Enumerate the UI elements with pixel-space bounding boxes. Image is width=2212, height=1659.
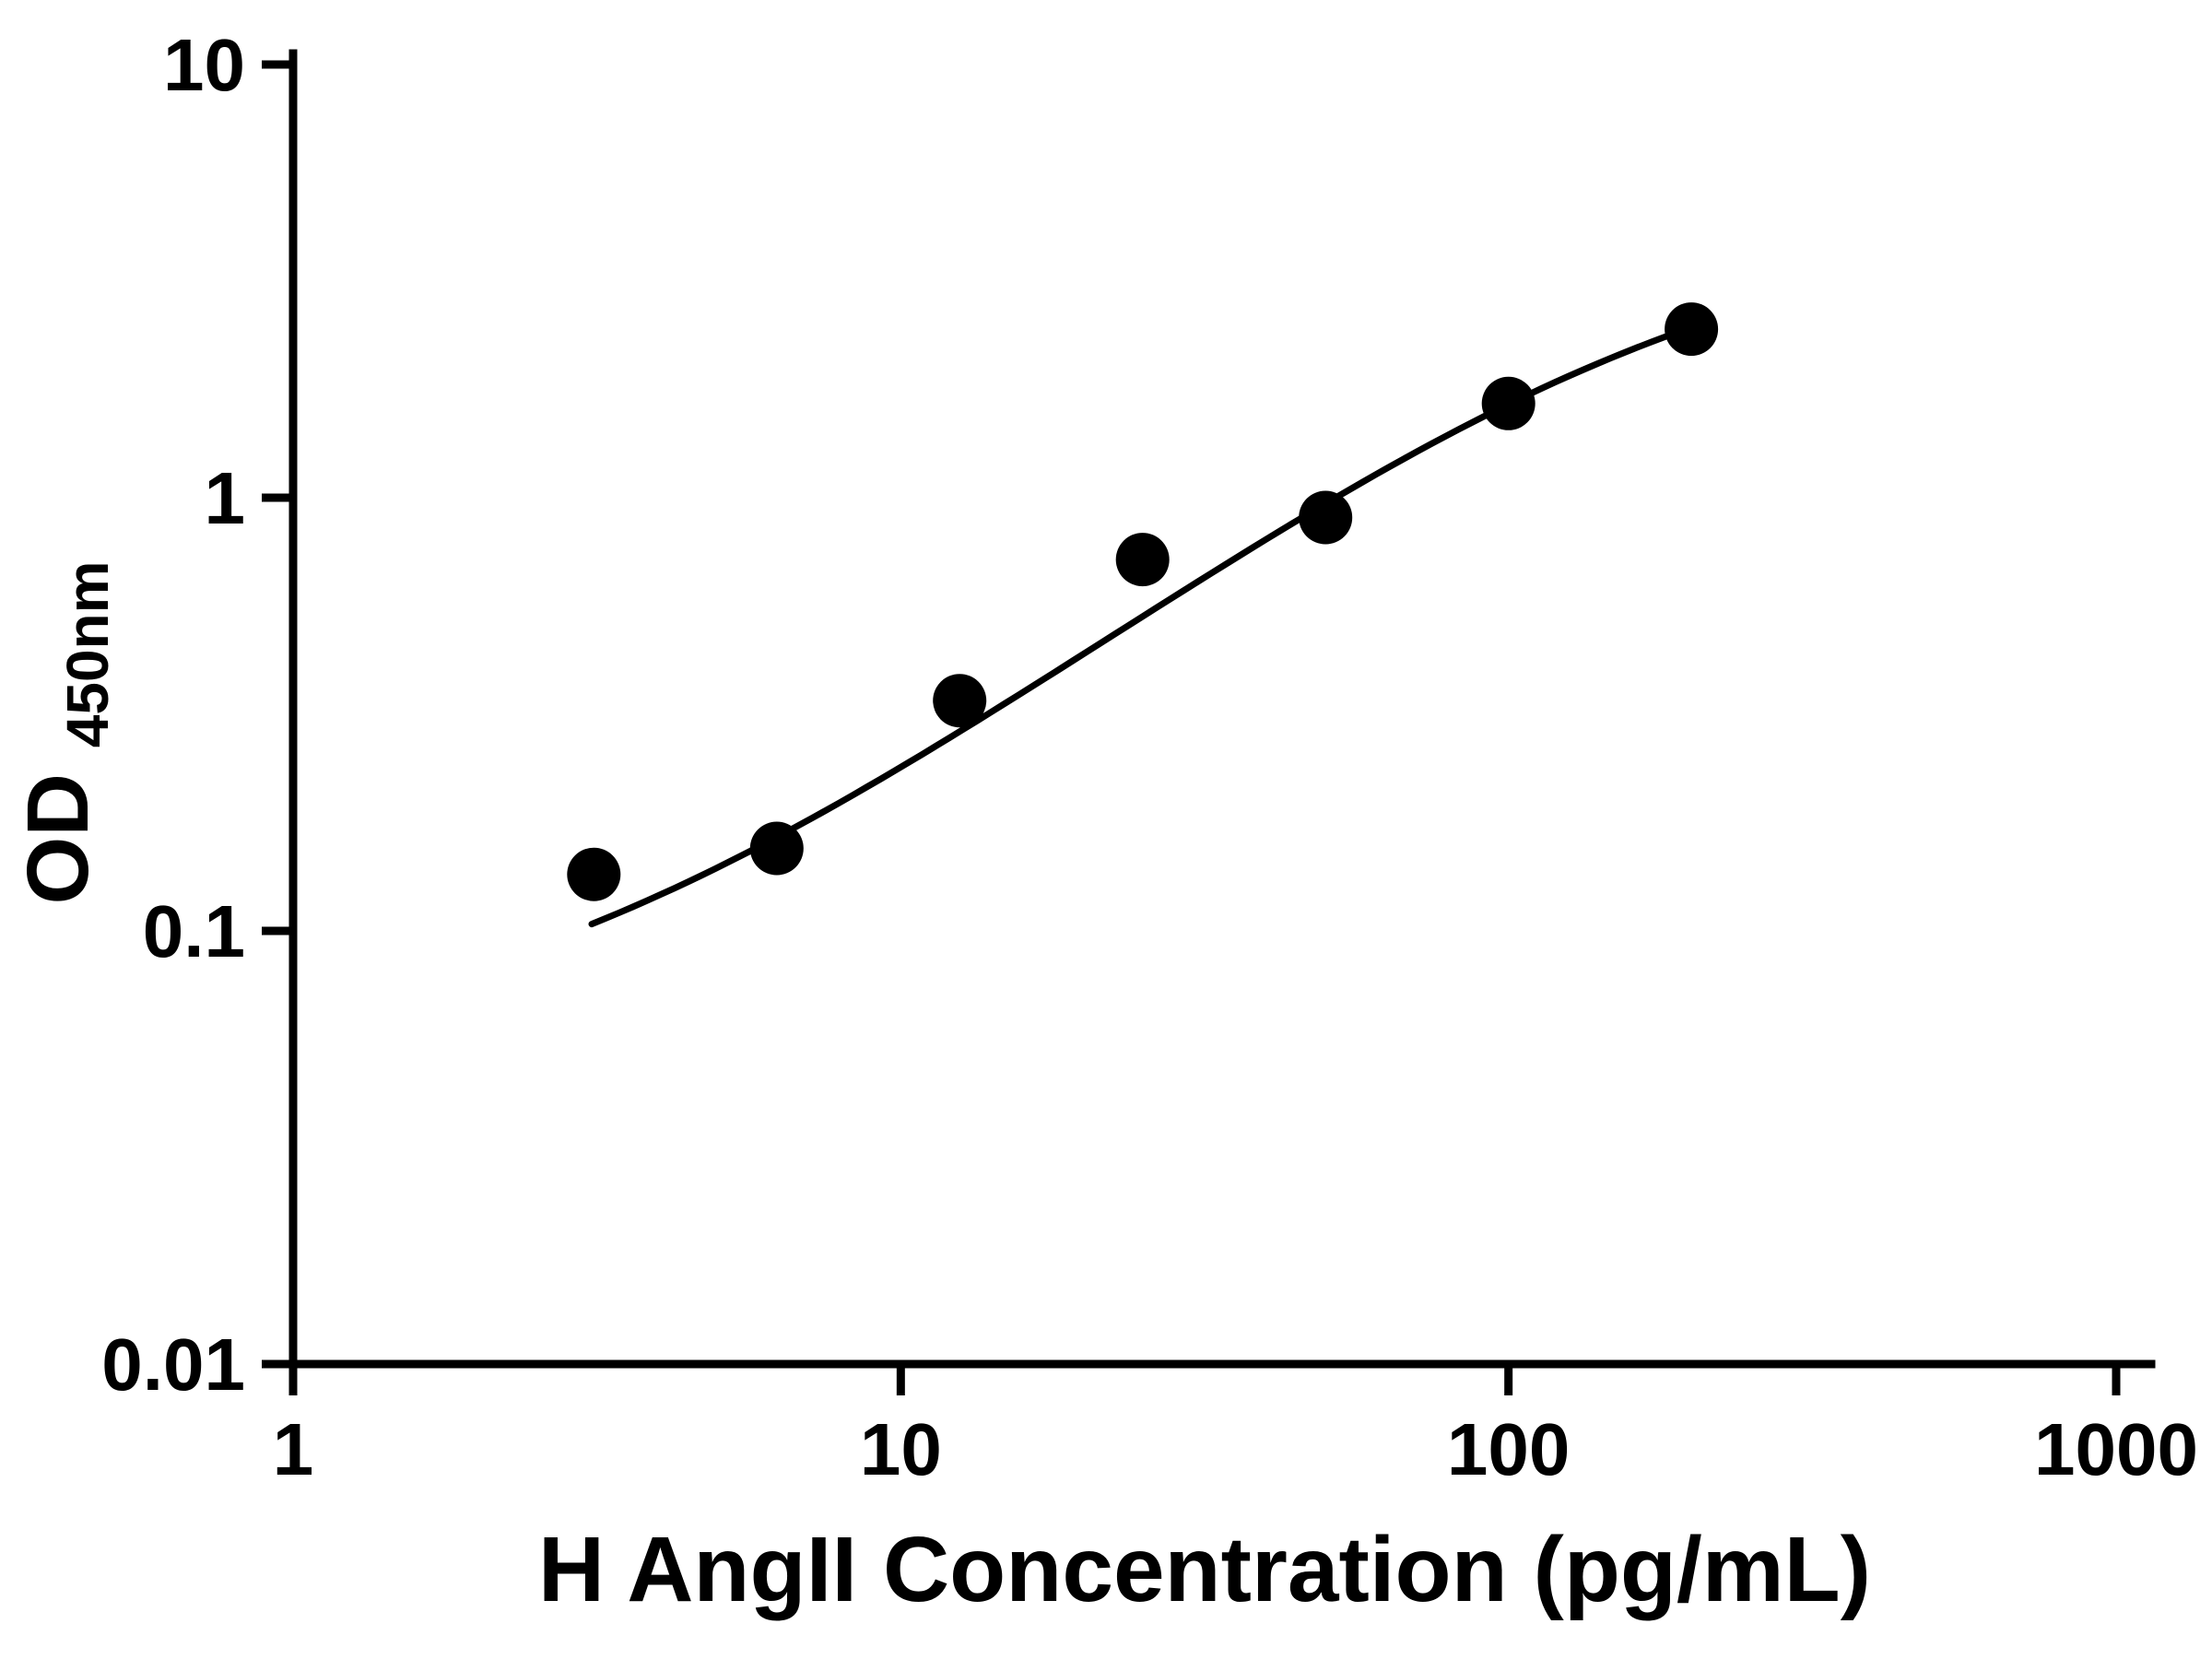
y-tick-label: 0.01 xyxy=(101,1324,245,1406)
data-point xyxy=(1299,490,1353,545)
x-tick-label: 100 xyxy=(1447,1408,1570,1490)
y-tick-label: 0.1 xyxy=(143,890,245,972)
axes xyxy=(288,49,2156,1369)
x-axis-title: H AngII Concentration (pg/mL) xyxy=(538,1518,1871,1621)
y-axis-title-main: OD xyxy=(9,773,107,905)
y-axis-title: OD 450nm xyxy=(5,560,121,904)
data-point xyxy=(1481,376,1535,430)
data-point xyxy=(1665,302,1719,357)
data-point xyxy=(749,821,804,876)
tick-labels: 1 10 100 1000 0.01 0.1 1 10 xyxy=(101,24,2198,1490)
tick-marks xyxy=(262,60,2121,1395)
y-tick-label: 1 xyxy=(205,457,246,539)
y-tick-label: 10 xyxy=(163,24,245,106)
data-point xyxy=(567,847,621,901)
data-point xyxy=(1115,533,1170,587)
x-tick-label: 10 xyxy=(860,1408,942,1490)
y-axis-title-sub: 450nm xyxy=(54,560,121,747)
data-points-group xyxy=(567,302,1719,901)
data-point xyxy=(933,674,987,728)
x-tick-label: 1 xyxy=(273,1408,314,1490)
x-tick-label: 1000 xyxy=(2034,1408,2198,1490)
